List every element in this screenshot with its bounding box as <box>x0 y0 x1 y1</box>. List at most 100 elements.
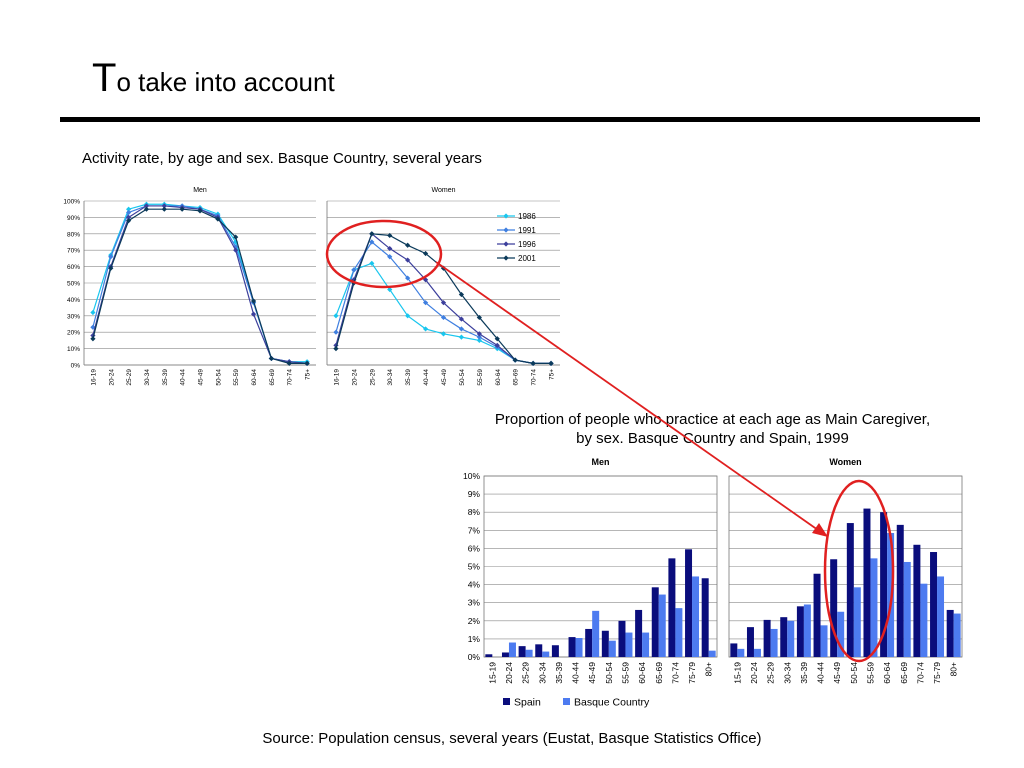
x-tick-label: 40-44 <box>423 369 430 386</box>
bar-spain <box>896 524 904 657</box>
source-note: Source: Population census, several years… <box>262 730 762 747</box>
y-tick-label: 5% <box>468 562 481 572</box>
y-tick-label: 40% <box>67 297 80 304</box>
bar-basque-country <box>803 604 811 657</box>
data-point-1996 <box>233 247 239 253</box>
data-point-2001 <box>250 298 257 304</box>
y-tick-label: 8% <box>468 507 481 517</box>
x-tick-label: 45-49 <box>587 662 597 684</box>
bar-spain <box>913 544 921 657</box>
legend-marker <box>503 227 509 233</box>
x-tick-label: 50-54 <box>459 369 466 386</box>
data-point-2001 <box>405 242 411 248</box>
bar-basque-country <box>753 648 761 657</box>
data-point-1991 <box>458 326 465 332</box>
x-tick-label: 70-74 <box>287 369 294 386</box>
x-tick-label: 30-34 <box>144 369 151 386</box>
activity-chart-caption: Activity rate, by age and sex. Basque Co… <box>82 150 482 167</box>
bar-basque-country <box>820 625 828 657</box>
data-point-1991 <box>422 300 429 306</box>
data-point-2001 <box>494 336 500 342</box>
bar-basque-country <box>837 611 845 657</box>
data-point-1991 <box>108 254 114 260</box>
bar-spain <box>618 620 626 657</box>
data-point-1986 <box>476 337 482 343</box>
bar-basque-country <box>642 632 650 657</box>
series-line-2001 <box>92 208 308 364</box>
caregiver-legend: Spain Basque Country <box>503 697 650 709</box>
x-tick-label: 60-64 <box>251 369 258 386</box>
data-point-2001 <box>387 232 393 239</box>
panel-title: Women <box>432 187 456 194</box>
x-tick-label: 20-24 <box>108 369 115 386</box>
data-point-1986 <box>458 334 465 340</box>
legend-marker <box>503 241 509 247</box>
legend-label: Basque Country <box>574 697 650 709</box>
legend-label: Spain <box>514 697 541 709</box>
bar-basque-country <box>903 561 911 657</box>
y-tick-label: 10% <box>463 471 480 481</box>
plot-frame <box>483 475 718 658</box>
highlight-arrow-line <box>435 261 819 531</box>
y-tick-label: 9% <box>468 489 481 499</box>
x-tick-label: 25-29 <box>521 662 531 684</box>
y-tick-label: 1% <box>468 634 481 644</box>
x-tick-label: 65-69 <box>513 369 520 386</box>
y-tick-label: 10% <box>67 346 80 353</box>
panel-title: Women <box>829 457 861 467</box>
data-point-1996 <box>90 332 96 339</box>
data-point-2001 <box>458 291 465 298</box>
x-tick-label: 60-64 <box>882 662 892 684</box>
y-tick-label: 30% <box>67 313 80 320</box>
x-tick-label: 65-69 <box>899 662 909 684</box>
x-tick-label: 25-29 <box>766 662 776 684</box>
data-point-1996 <box>476 331 482 337</box>
x-tick-label: 60-64 <box>637 662 647 684</box>
legend-marker <box>503 255 509 261</box>
y-tick-label: 4% <box>468 580 481 590</box>
data-point-1991 <box>351 267 357 273</box>
data-point-2001 <box>126 218 132 224</box>
legend-label: 1996 <box>518 240 536 249</box>
bar-spain <box>730 643 738 657</box>
data-point-1996 <box>126 214 132 220</box>
x-tick-label: 35-39 <box>799 662 809 684</box>
y-tick-label: 70% <box>67 248 80 255</box>
x-tick-label: 55-59 <box>477 369 484 386</box>
activity-legend: 1986 1991 1996 2001 <box>497 212 536 263</box>
data-point-1996 <box>405 257 411 263</box>
title-divider <box>60 117 980 122</box>
data-point-2001 <box>422 250 429 257</box>
x-tick-label: 25-29 <box>369 369 376 386</box>
y-tick-label: 90% <box>67 215 80 222</box>
legend-label: 1991 <box>518 226 536 235</box>
data-point-2001 <box>215 216 221 222</box>
x-tick-label: 45-49 <box>832 662 842 684</box>
activity-rate-chart: 0% 10% 20% 30% 40% 50% 60% 70% 80% 90% 100% 16-19 20… <box>63 187 560 386</box>
data-point-2001 <box>179 206 185 212</box>
x-tick-label: 70-74 <box>915 662 925 684</box>
bar-spain <box>535 644 543 657</box>
data-point-1991 <box>126 209 132 216</box>
bar-spain <box>846 523 854 657</box>
bar-basque-country <box>542 651 550 657</box>
data-point-2001 <box>369 231 375 237</box>
data-point-1991 <box>369 239 375 245</box>
y-tick-label: 6% <box>468 543 481 553</box>
bar-basque-country <box>658 594 666 657</box>
x-tick-label: 55-59 <box>865 662 875 684</box>
data-point-1991 <box>387 254 393 260</box>
y-tick-label: 100% <box>63 199 80 206</box>
page-title-text: o take into account <box>116 67 335 97</box>
legend-marker <box>503 213 509 219</box>
y-tick-label: 7% <box>468 525 481 535</box>
x-tick-label: 40-44 <box>816 662 826 684</box>
bar-spain <box>796 606 804 657</box>
data-point-2001 <box>512 357 518 363</box>
data-point-1991 <box>405 275 411 281</box>
page-title: To take into account <box>92 56 335 101</box>
y-tick-label: 60% <box>67 264 80 271</box>
x-tick-label: 70-74 <box>531 369 538 386</box>
bar-spain <box>946 609 954 657</box>
x-tick-label: 40-44 <box>180 369 187 386</box>
